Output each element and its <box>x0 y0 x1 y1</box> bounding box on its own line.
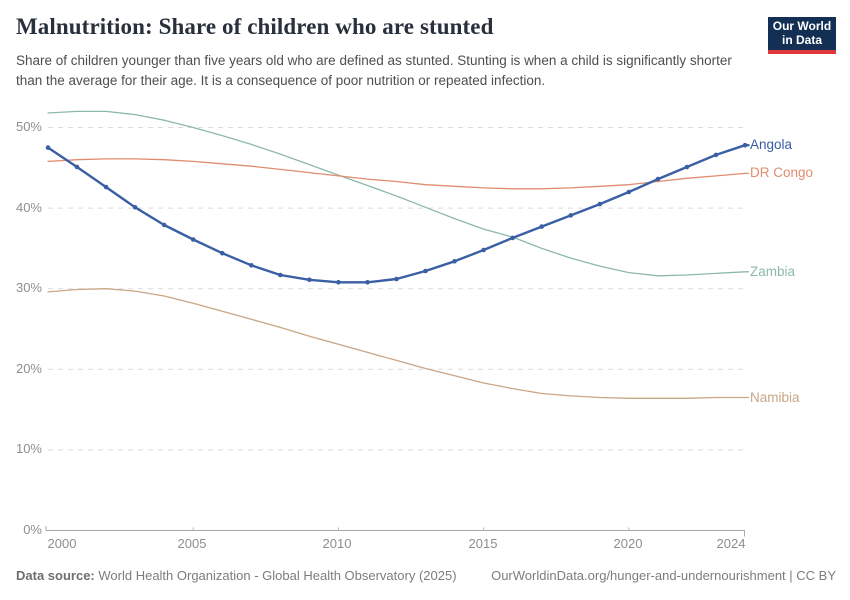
page-title: Malnutrition: Share of children who are … <box>16 14 494 39</box>
marker-angola-2021[interactable] <box>655 176 661 182</box>
series-label-namibia[interactable]: Namibia <box>750 389 800 405</box>
y-tick-0: 0% <box>23 522 42 537</box>
line-namibia[interactable] <box>47 288 750 399</box>
data-source-text: World Health Organization - Global Healt… <box>98 568 457 583</box>
x-tick-2010: 2010 <box>322 536 352 551</box>
series-label-dr-congo[interactable]: DR Congo <box>750 165 814 181</box>
x-tick-2015: 2015 <box>468 536 498 551</box>
marker-angola-2006[interactable] <box>220 250 225 256</box>
attribution: OurWorldinData.org/hunger-and-undernouri… <box>491 568 836 583</box>
x-tick-2000: 2000 <box>47 536 77 551</box>
marker-angola-2009[interactable] <box>307 277 312 283</box>
marker-angola-2018[interactable] <box>568 213 574 218</box>
chart-footer: Data source: World Health Organization -… <box>16 568 836 583</box>
marker-angola-2012[interactable] <box>394 276 399 282</box>
x-tick-2024: 2024 <box>716 536 746 551</box>
x-tick-2020: 2020 <box>613 536 643 551</box>
marker-angola-2002[interactable] <box>103 184 109 190</box>
marker-angola-2020[interactable] <box>626 189 632 195</box>
y-tick-40: 40% <box>15 200 42 215</box>
marker-angola-2022[interactable] <box>684 164 690 170</box>
series-label-angola[interactable]: Angola <box>750 137 793 153</box>
marker-angola-2000[interactable] <box>45 145 51 150</box>
data-source-label: Data source: <box>16 568 95 583</box>
owid-logo-text: Our World in Data <box>772 18 832 47</box>
x-tick-2005: 2005 <box>177 536 207 551</box>
marker-angola-2023[interactable] <box>713 152 719 158</box>
y-tick-50: 50% <box>15 119 42 134</box>
owid-logo-red-bar <box>768 50 836 54</box>
marker-angola-2013[interactable] <box>423 268 428 274</box>
marker-angola-2010[interactable] <box>336 280 341 285</box>
chart-subtitle: Share of children younger than five year… <box>16 53 732 88</box>
marker-angola-2008[interactable] <box>278 272 283 278</box>
marker-angola-2019[interactable] <box>597 201 603 207</box>
marker-angola-2015[interactable] <box>481 247 486 253</box>
line-zambia[interactable] <box>47 110 750 277</box>
marker-angola-2024[interactable] <box>742 142 748 148</box>
y-tick-10: 10% <box>15 441 42 456</box>
marker-angola-2007[interactable] <box>249 263 254 268</box>
owid-logo: Our World in Data <box>768 17 836 54</box>
marker-angola-2003[interactable] <box>132 205 138 210</box>
data-source: Data source: World Health Organization -… <box>16 568 457 583</box>
y-tick-20: 20% <box>15 361 42 376</box>
marker-angola-2014[interactable] <box>452 259 457 264</box>
marker-angola-2001[interactable] <box>74 164 80 170</box>
series-label-zambia[interactable]: Zambia <box>750 263 796 279</box>
marker-angola-2011[interactable] <box>365 280 370 285</box>
marker-angola-2016[interactable] <box>510 235 515 241</box>
line-angola[interactable] <box>46 144 750 284</box>
marker-angola-2005[interactable] <box>190 237 196 242</box>
marker-angola-2004[interactable] <box>161 222 167 228</box>
marker-angola-2017[interactable] <box>539 224 544 229</box>
y-tick-30: 30% <box>15 280 42 295</box>
